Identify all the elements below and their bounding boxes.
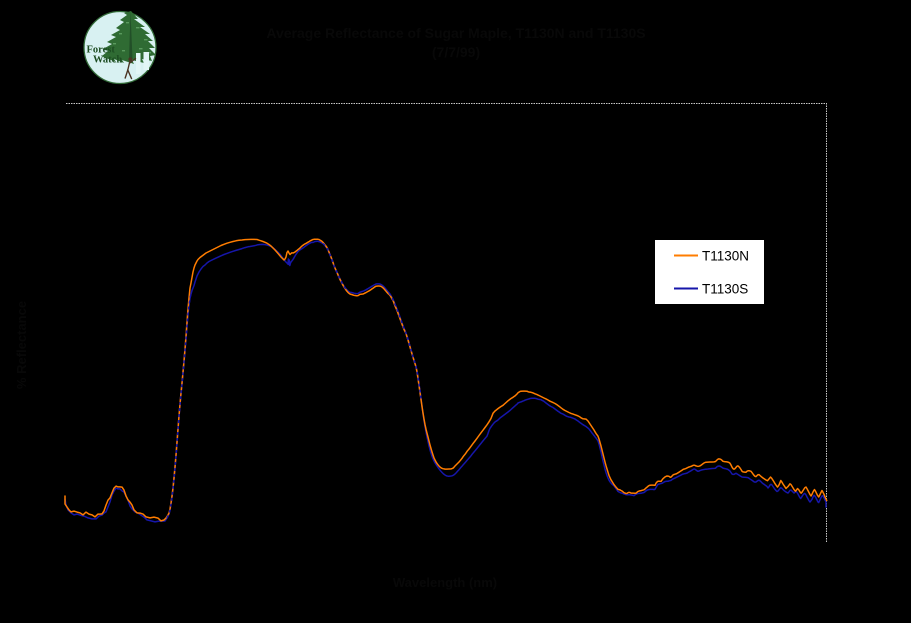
svg-text:T1130N: T1130N: [702, 249, 749, 264]
svg-text:T1130S: T1130S: [702, 282, 748, 297]
svg-text:(7/7/99): (7/7/99): [432, 44, 480, 60]
svg-text:Average Reflectance of Sugar M: Average Reflectance of Sugar Maple, T113…: [266, 25, 645, 41]
svg-text:Watch: Watch: [93, 55, 122, 66]
svg-text:% Reflectance: % Reflectance: [14, 301, 29, 389]
svg-text:Wavelength (nm): Wavelength (nm): [393, 575, 497, 590]
svg-text:Forest: Forest: [87, 45, 116, 56]
